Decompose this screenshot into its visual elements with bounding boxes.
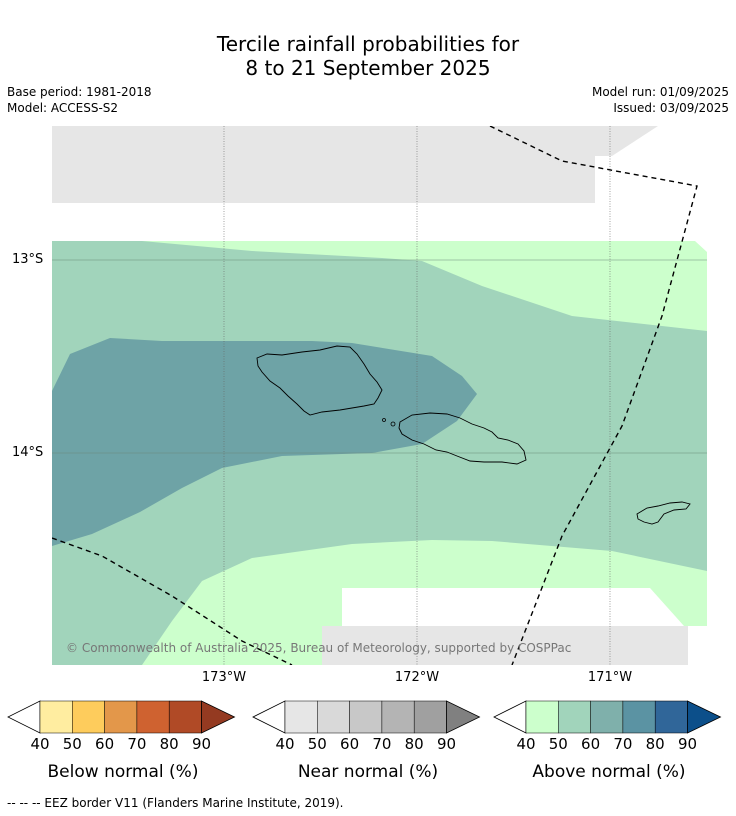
above-normal-swatch-0 bbox=[525, 700, 559, 734]
below-normal-swatch-3 bbox=[136, 700, 170, 734]
above-normal-swatch-1 bbox=[558, 700, 591, 734]
tutuila-island bbox=[636, 501, 691, 525]
below-normal-tick-80: 80 bbox=[159, 735, 179, 753]
map-panel bbox=[52, 126, 707, 665]
above-normal-swatch-4 bbox=[654, 700, 688, 734]
lat-label-14s: 14°S bbox=[12, 445, 44, 460]
islet bbox=[382, 418, 386, 422]
model-run: Model run: 01/09/2025 bbox=[591, 85, 729, 99]
near-normal-colorbar bbox=[252, 700, 481, 734]
above-normal-tick-70: 70 bbox=[613, 735, 633, 753]
lat-label-13s: 13°S bbox=[12, 252, 44, 267]
near-normal-tick-60: 60 bbox=[340, 735, 360, 753]
eez-border bbox=[52, 126, 698, 665]
near-normal-patch-top bbox=[52, 126, 595, 203]
issued-date: Issued: 03/09/2025 bbox=[613, 101, 729, 115]
near-normal-tick-40: 40 bbox=[275, 735, 295, 753]
near-normal-lower-arrow bbox=[252, 700, 286, 734]
above-normal-tick-80: 80 bbox=[645, 735, 665, 753]
above-normal-60-70-area bbox=[52, 338, 477, 546]
below-normal-swatch-2 bbox=[104, 700, 138, 734]
near-normal-tick-50: 50 bbox=[307, 735, 327, 753]
savaii-island bbox=[256, 345, 383, 416]
near-normal-swatch-2 bbox=[349, 700, 383, 734]
near-normal-patch-bottom-2 bbox=[322, 626, 688, 665]
near-normal-swatch-4 bbox=[413, 700, 447, 734]
below-normal-tick-40: 40 bbox=[30, 735, 50, 753]
below-normal-tick-70: 70 bbox=[127, 735, 147, 753]
below-normal-tick-60: 60 bbox=[95, 735, 115, 753]
above-normal-swatch-3 bbox=[622, 700, 656, 734]
lon-label-171w: 171°W bbox=[587, 670, 633, 685]
above-normal-colorbar bbox=[493, 700, 722, 734]
above-normal-tick-90: 90 bbox=[677, 735, 698, 753]
near-normal-colorbar-title: Near normal (%) bbox=[297, 762, 439, 782]
near-normal-swatch-3 bbox=[381, 700, 415, 734]
title-line-1: Tercile rainfall probabilities for bbox=[216, 32, 520, 56]
meta-right: Model run: 01/09/2025 Issued: 03/09/2025 bbox=[592, 84, 729, 116]
above-normal-tick-50: 50 bbox=[548, 735, 568, 753]
below-normal-swatch-4 bbox=[168, 700, 202, 734]
near-normal-swatch-0 bbox=[284, 700, 318, 734]
below-normal-swatch-1 bbox=[72, 700, 105, 734]
near-normal-tick-90: 90 bbox=[436, 735, 457, 753]
below-normal-tick-90: 90 bbox=[191, 735, 212, 753]
meta-left: Base period: 1981-2018 Model: ACCESS-S2 bbox=[7, 84, 152, 116]
below-normal-lower-arrow bbox=[7, 700, 41, 734]
near-normal-patch-top-right bbox=[595, 126, 658, 156]
above-normal-colorbar-title: Above normal (%) bbox=[532, 762, 686, 782]
islet bbox=[390, 421, 396, 427]
base-period: Base period: 1981-2018 bbox=[7, 85, 152, 99]
below-normal-colorbar bbox=[7, 700, 236, 734]
latitude-lines bbox=[52, 259, 707, 454]
above-normal-upper-arrow bbox=[687, 700, 722, 734]
title-line-2: 8 to 21 September 2025 bbox=[245, 56, 491, 80]
near-normal-swatch-1 bbox=[317, 700, 350, 734]
below-normal-swatch-0 bbox=[39, 700, 73, 734]
near-normal-tick-70: 70 bbox=[372, 735, 392, 753]
below-normal-upper-arrow bbox=[201, 700, 236, 734]
above-normal-lower-arrow bbox=[493, 700, 527, 734]
above-normal-tick-60: 60 bbox=[581, 735, 601, 753]
lon-label-172w: 172°W bbox=[394, 670, 440, 685]
near-normal-tick-80: 80 bbox=[404, 735, 424, 753]
below-normal-tick-50: 50 bbox=[62, 735, 82, 753]
eez-footnote: -- -- -- EEZ border V11 (Flanders Marine… bbox=[7, 796, 344, 810]
below-normal-colorbar-title: Below normal (%) bbox=[47, 762, 199, 782]
map-svg bbox=[52, 126, 707, 665]
above-normal-swatch-2 bbox=[590, 700, 624, 734]
map-title: Tercile rainfall probabilities for 8 to … bbox=[0, 32, 736, 80]
copyright-notice: © Commonwealth of Australia 2025, Bureau… bbox=[66, 641, 572, 655]
model-name: Model: ACCESS-S2 bbox=[7, 101, 119, 115]
near-normal-upper-arrow bbox=[446, 700, 481, 734]
upolu-island bbox=[398, 412, 527, 465]
lon-label-173w: 173°W bbox=[201, 670, 247, 685]
above-normal-tick-40: 40 bbox=[516, 735, 536, 753]
